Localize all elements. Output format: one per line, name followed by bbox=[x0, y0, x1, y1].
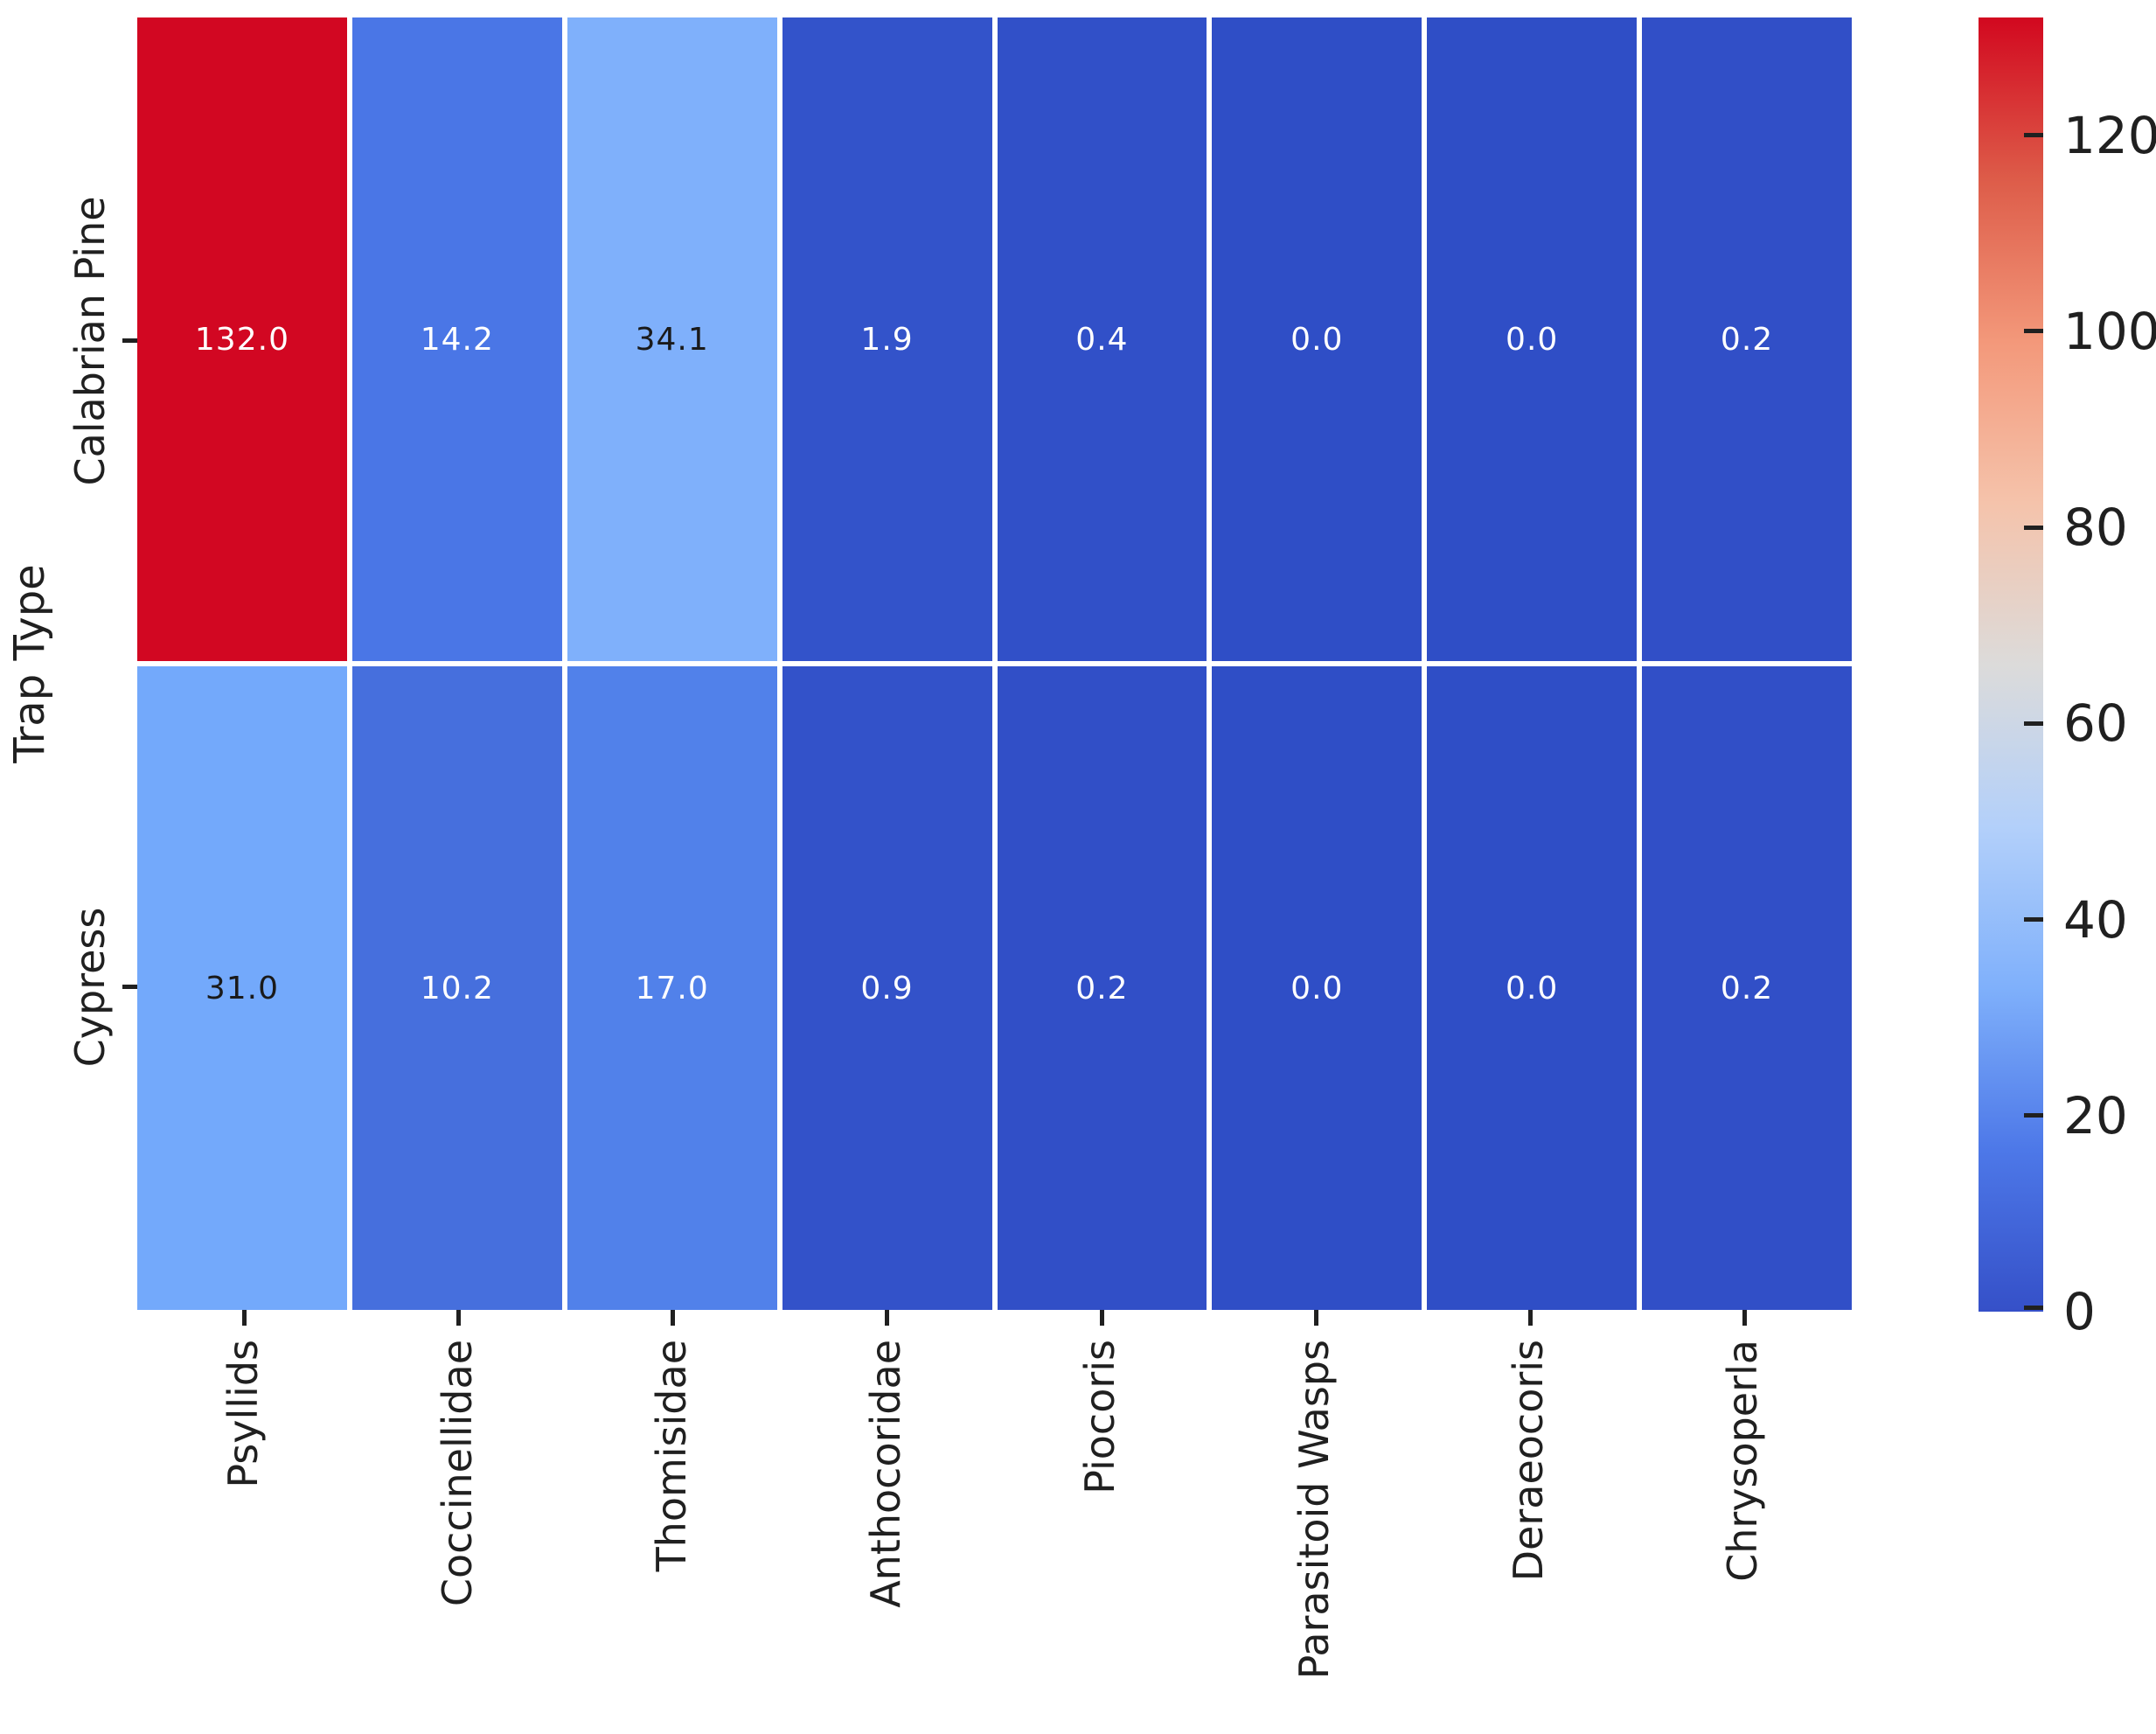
colorbar-tick-label: 60 bbox=[2063, 693, 2128, 754]
colorbar-tick bbox=[2024, 1113, 2043, 1118]
colorbar-tick bbox=[2024, 525, 2043, 530]
colorbar-tick bbox=[2024, 133, 2043, 138]
heatmap-grid: 132.0 14.2 34.1 1.9 0.4 0.0 0.0 0.2 31.0 10.2 17.0… bbox=[137, 17, 1852, 1310]
heatmap-cell: 0.0 bbox=[1427, 17, 1638, 661]
colorbar-tick-label: 100 bbox=[2063, 301, 2156, 361]
colorbar-tick-label: 20 bbox=[2063, 1085, 2128, 1146]
heatmap-cell: 1.9 bbox=[782, 17, 992, 661]
heatmap-cell: 10.2 bbox=[351, 666, 562, 1310]
y-tick-label: Cypress bbox=[66, 907, 114, 1067]
x-tick-label: Parasitoid Wasps bbox=[1290, 1340, 1339, 1680]
heatmap-cell: 0.2 bbox=[1642, 17, 1852, 661]
heatmap-cell: 0.4 bbox=[997, 17, 1207, 661]
x-tick-label: Piocoris bbox=[1076, 1340, 1124, 1494]
x-axis-tick bbox=[671, 1310, 676, 1326]
x-axis-tick bbox=[1742, 1310, 1747, 1326]
heatmap-cell: 0.2 bbox=[997, 666, 1207, 1310]
heatmap-cell: 14.2 bbox=[351, 17, 562, 661]
y-tick-label: Calabrian Pine bbox=[66, 195, 114, 486]
colorbar-tick-label: 0 bbox=[2063, 1282, 2096, 1341]
x-tick-label: Anthocoridae bbox=[861, 1340, 909, 1608]
heatmap-cell: 132.0 bbox=[137, 17, 347, 661]
colorbar-tick-label: 40 bbox=[2063, 889, 2128, 950]
colorbar-tick-label: 120 bbox=[2063, 105, 2156, 165]
heatmap-cell: 0.2 bbox=[1642, 666, 1852, 1310]
colorbar-tick bbox=[2024, 1305, 2043, 1310]
y-axis-tick bbox=[122, 985, 137, 989]
x-axis-tick bbox=[456, 1310, 462, 1326]
x-axis-tick bbox=[885, 1310, 890, 1326]
colorbar-tick bbox=[2024, 721, 2043, 726]
x-axis-tick bbox=[1527, 1310, 1533, 1326]
heatmap-cell: 0.0 bbox=[1212, 17, 1422, 661]
x-axis-tick bbox=[242, 1310, 247, 1326]
x-tick-label: Chrysoperla bbox=[1719, 1340, 1767, 1582]
heatmap-cell: 0.0 bbox=[1212, 666, 1422, 1310]
colorbar-tick-label: 80 bbox=[2063, 498, 2128, 558]
heatmap-cell: 17.0 bbox=[567, 666, 777, 1310]
heatmap-cell: 0.9 bbox=[782, 666, 992, 1310]
x-tick-label: Thomisidae bbox=[647, 1340, 695, 1572]
x-axis-tick bbox=[1313, 1310, 1318, 1326]
y-axis-title: Trap Type bbox=[5, 564, 54, 763]
x-tick-label: Coccinellidae bbox=[433, 1340, 481, 1607]
x-axis-tick bbox=[1099, 1310, 1104, 1326]
colorbar-tick bbox=[2024, 917, 2043, 922]
y-axis-tick bbox=[122, 338, 137, 343]
heatmap-cell: 31.0 bbox=[137, 666, 347, 1310]
colorbar-tick bbox=[2024, 329, 2043, 334]
x-tick-label: Deraeocoris bbox=[1505, 1340, 1553, 1582]
heatmap-cell: 0.0 bbox=[1427, 666, 1638, 1310]
colorbar-gradient bbox=[1979, 17, 2043, 1312]
x-tick-label: Psyllids bbox=[219, 1340, 267, 1488]
heatmap-cell: 34.1 bbox=[567, 17, 777, 661]
